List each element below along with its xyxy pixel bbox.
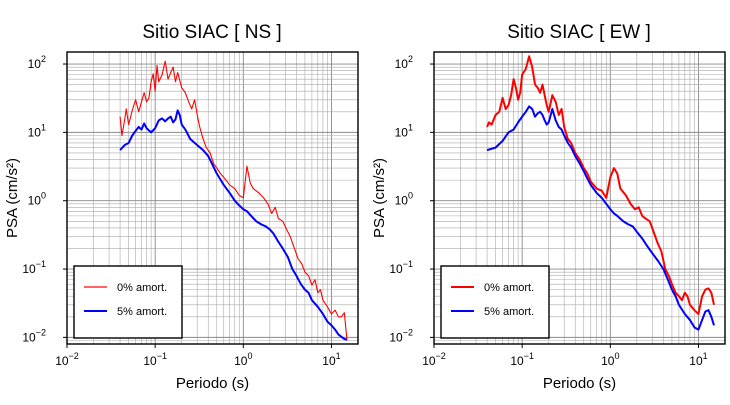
- panel-1: 10−2 10−1 100 101 10−2 10−1 100 101 102 Sitio SIA…: [4, 22, 359, 392]
- panel-1-series-line-2: [119, 109, 348, 341]
- panel-1-y-tick-label-3: 100: [28, 191, 46, 208]
- panel-1-y-tick-label-4: 101: [28, 122, 46, 139]
- panel-1-plot-frame: [66, 51, 359, 345]
- panel-2-y-tick-label-1: 10−2: [389, 327, 413, 344]
- panel-1-x-axis-label: Periodo (s): [176, 375, 249, 392]
- panel-2-legend-label-1: 0% amort.: [484, 282, 534, 294]
- panel-1-y-tick-label-2: 10−1: [22, 259, 46, 276]
- panel-2-title: Sitio SIAC [ EW ]: [507, 22, 651, 43]
- panel-1-x-tick-label-1: 10−2: [55, 351, 79, 368]
- panel-2-series-line-1: [486, 55, 715, 315]
- panel-2-series-line-2: [486, 105, 715, 331]
- panel-2-x-axis-label: Periodo (s): [543, 375, 616, 392]
- panel-1-legend-box: [73, 265, 183, 339]
- panel-2-legend: 0% amort. 5% amort.: [440, 265, 550, 339]
- panel-2-y-axis-label: PSA (cm/s²): [371, 158, 388, 238]
- panel-2-x-tick-label-3: 100: [601, 351, 619, 368]
- panel-2-y-tick-label-4: 101: [395, 122, 413, 139]
- panel-2: 10−2 10−1 100 101 10−2 10−1 100 101 102 Sitio SIA…: [371, 22, 726, 392]
- panel-1-x-tick-label-2: 10−1: [143, 351, 167, 368]
- panel-2-legend-box: [440, 265, 550, 339]
- panel-1-legend-label-1: 0% amort.: [117, 282, 167, 294]
- panel-2-x-tick-label-4: 101: [689, 351, 707, 368]
- panel-2-legend-label-2: 5% amort.: [484, 306, 534, 318]
- panel-1-y-axis-label: PSA (cm/s²): [4, 158, 21, 238]
- panel-1-x-tick-label-4: 101: [322, 351, 340, 368]
- panel-1-legend-label-2: 5% amort.: [117, 306, 167, 318]
- panel-1-title: Sitio SIAC [ NS ]: [142, 22, 281, 43]
- panel-2-plot-frame: [433, 51, 726, 345]
- panel-1-legend: 0% amort. 5% amort.: [73, 265, 183, 339]
- panel-2-x-tick-label-2: 10−1: [510, 351, 534, 368]
- panel-1-series-line-1: [119, 60, 348, 341]
- panel-1-y-tick-label-1: 10−2: [22, 327, 46, 344]
- panel-1-y-tick-label-5: 102: [28, 54, 46, 71]
- panel-2-y-tick-label-2: 10−1: [389, 259, 413, 276]
- panel-2-y-tick-label-5: 102: [395, 54, 413, 71]
- panel-2-x-tick-label-1: 10−2: [422, 351, 446, 368]
- panel-1-x-tick-label-3: 100: [234, 351, 252, 368]
- panel-2-y-tick-label-3: 100: [395, 191, 413, 208]
